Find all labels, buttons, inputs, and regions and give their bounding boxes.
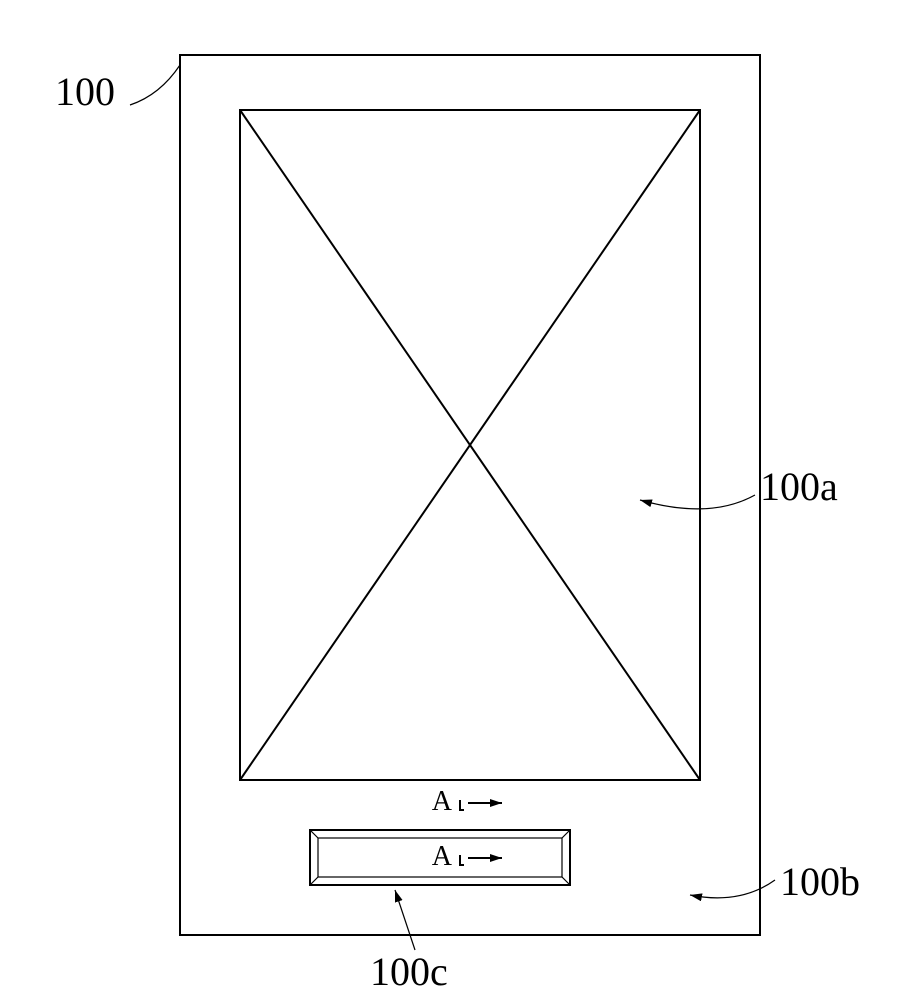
section-letter: A [432,786,453,817]
callout-100-label: 100 [55,69,115,114]
callout-100b-label: 100b [780,859,860,904]
callout-100a-label: 100a [760,464,838,509]
section-letter: A [432,841,453,872]
callout-100c-label: 100c [370,949,448,994]
